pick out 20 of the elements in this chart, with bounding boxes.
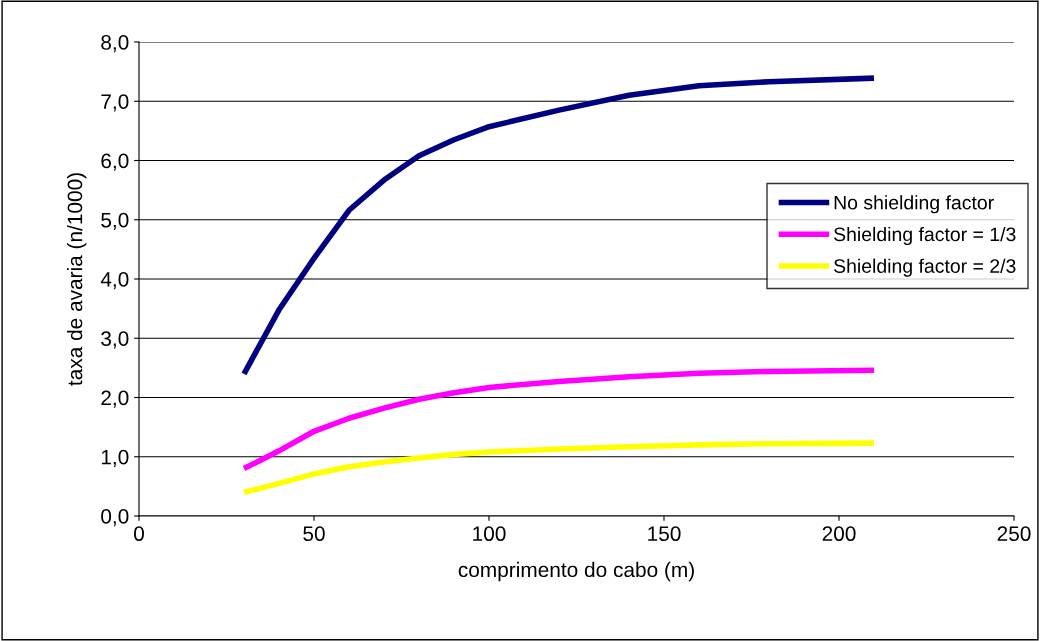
y-tick-label: 8,0 [101, 35, 129, 53]
legend-label: No shielding factor [834, 195, 994, 214]
x-tick-label: 100 [473, 526, 506, 542]
x-tick-label: 50 [303, 526, 325, 542]
y-tick-label: 7,0 [101, 94, 129, 112]
y-tick-label: 0,0 [101, 509, 129, 527]
x-tick-label: 200 [822, 526, 856, 542]
y-tick-label: 2,0 [101, 390, 129, 408]
y-tick-label: 6,0 [101, 153, 129, 171]
x-axis-title: comprimento do cabo (m) [458, 561, 694, 582]
y-tick-label: 5,0 [101, 212, 129, 230]
y-tick-label: 4,0 [100, 272, 129, 290]
x-tick-label: 150 [648, 526, 681, 542]
x-tick-label: 0 [134, 526, 144, 542]
legend-label: Shielding factor = 1/3 [834, 226, 1016, 246]
y-tick-label: 1,0 [101, 449, 129, 467]
x-tick-label: 250 [997, 526, 1031, 542]
y-tick-label: 3,0 [101, 331, 129, 349]
y-axis-title: taxa de avaria (n/1000) [67, 173, 87, 386]
legend-label: Shielding factor = 2/3 [834, 258, 1016, 277]
